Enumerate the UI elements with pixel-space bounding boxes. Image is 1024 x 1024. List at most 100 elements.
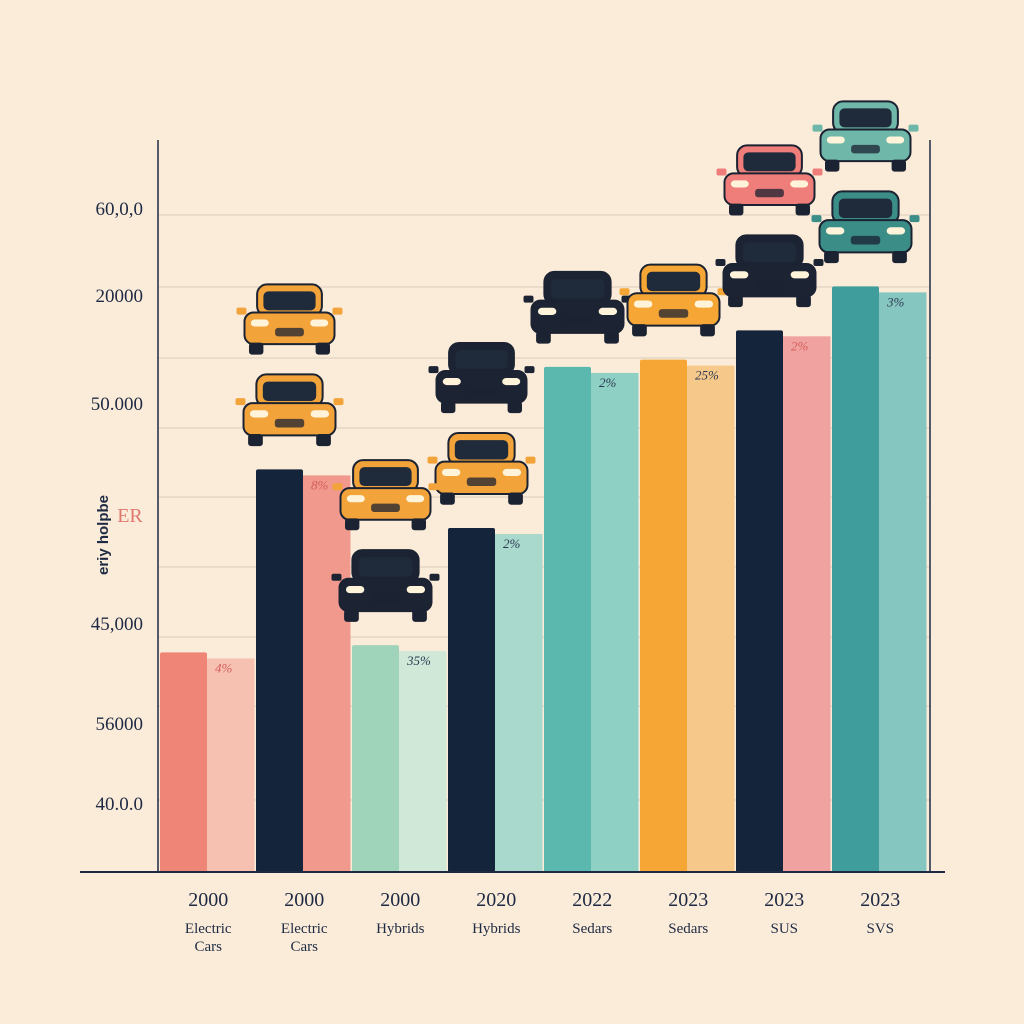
bar-value-label: 2%: [791, 338, 809, 353]
car-wheel-left: [824, 250, 839, 264]
bar: [352, 645, 399, 872]
car-icon: [332, 459, 439, 531]
car-mirror-left: [523, 295, 534, 303]
car-windshield: [262, 381, 317, 401]
car-windshield: [646, 271, 701, 292]
car-headlight-right: [310, 319, 329, 327]
car-mirror-left: [811, 215, 822, 223]
car-windshield: [550, 279, 605, 299]
bar-shadow: [589, 372, 639, 872]
bar-value-label: 25%: [695, 368, 719, 383]
car-icon: [331, 549, 440, 622]
car-headlight-right: [406, 495, 425, 503]
bar-shadow: [397, 651, 447, 872]
y-tick-label: 40.0.0: [96, 794, 144, 815]
car-grille: [658, 309, 689, 318]
car-windshield: [359, 467, 412, 487]
bars: [160, 286, 927, 873]
car-mirror-right: [909, 215, 920, 223]
car-icon: [716, 144, 823, 216]
car-grille: [850, 235, 881, 245]
car-icon: [619, 263, 728, 337]
bar: [160, 652, 207, 872]
car-mirror-right: [332, 307, 343, 315]
bar: [448, 527, 495, 872]
car-mirror-left: [716, 168, 727, 176]
car-illustrations: [235, 100, 920, 622]
x-tick-year: 2022: [572, 889, 612, 911]
car-mirror-left: [331, 573, 342, 581]
y-tick-label: 45,000: [91, 614, 143, 635]
car-grille: [851, 144, 880, 154]
car-headlight-right: [886, 227, 906, 235]
car-mirror-right: [525, 456, 536, 464]
x-tick-year: 2000: [380, 889, 420, 911]
car-headlight-left: [633, 300, 653, 308]
x-tick-category: Cars: [195, 939, 223, 955]
car-wheel-left: [632, 324, 647, 337]
car-wheel-left: [248, 433, 263, 447]
bar: [256, 469, 303, 872]
car-wheel-right: [892, 250, 907, 264]
x-tick-category: Electric: [281, 921, 328, 937]
bar-value-label: 8%: [311, 477, 329, 492]
car-headlight-right: [598, 307, 618, 315]
car-headlight-left: [441, 468, 461, 477]
car-wheel-left: [345, 518, 360, 531]
bar-shadow: [781, 336, 831, 872]
car-wheel-left: [536, 331, 551, 344]
x-tick-category: Electric: [185, 921, 232, 937]
car-headlight-left: [729, 271, 749, 279]
car-icon: [523, 270, 632, 344]
car-wheel-right: [700, 324, 715, 337]
car-headlight-right: [790, 271, 810, 279]
car-headlight-left: [345, 585, 365, 594]
car-mirror-left: [332, 483, 343, 491]
car-headlight-right: [694, 300, 714, 308]
car-wheel-left: [440, 492, 455, 505]
x-tick-year: 2020: [476, 889, 516, 911]
bar-shadow: [877, 292, 927, 872]
car-windshield: [455, 349, 508, 369]
car-headlight-left: [346, 495, 365, 503]
car-mirror-left: [812, 124, 823, 132]
bar-shadow: [301, 475, 351, 872]
car-grille: [754, 279, 785, 289]
y-tick-label: 20000: [96, 286, 144, 307]
x-tick-year: 2023: [668, 889, 708, 911]
car-wheel-right: [795, 203, 810, 216]
bar-value-label: 2%: [599, 375, 617, 390]
car-icon: [427, 431, 536, 505]
car-mirror-left: [427, 456, 438, 464]
car-icon: [715, 234, 824, 308]
axes: [80, 140, 945, 873]
x-tick-category: Hybrids: [472, 921, 520, 937]
x-tick-category: Sedars: [668, 921, 708, 937]
car-wheel-left: [825, 159, 840, 172]
car-wheel-right: [796, 294, 811, 308]
car-headlight-left: [250, 319, 269, 327]
car-headlight-right: [502, 468, 522, 477]
car-headlight-left: [730, 180, 749, 188]
x-tick-year: 2000: [284, 889, 324, 911]
bar-value-label: 2%: [503, 536, 521, 551]
labels: 60,0,0 20000 50.000 45,000 56000 40.0.0 eriy h…: [91, 199, 905, 955]
car-grille: [371, 503, 400, 513]
car-mirror-left: [235, 398, 246, 406]
car-grille: [275, 327, 304, 337]
car-windshield: [454, 440, 509, 460]
car-grille: [755, 188, 784, 198]
car-wheel-right: [412, 609, 427, 622]
car-wheel-right: [604, 331, 619, 344]
car-headlight-right: [886, 136, 905, 144]
bar: [736, 330, 783, 872]
x-tick-category: SVS: [866, 921, 894, 937]
car-headlight-left: [442, 378, 461, 386]
car-wheel-right: [891, 159, 906, 172]
y-axis-title: eriy holpbe: [95, 495, 112, 575]
car-headlight-left: [826, 136, 845, 144]
car-mirror-right: [908, 124, 919, 132]
bar: [832, 286, 879, 872]
car-wheel-right: [507, 401, 522, 414]
